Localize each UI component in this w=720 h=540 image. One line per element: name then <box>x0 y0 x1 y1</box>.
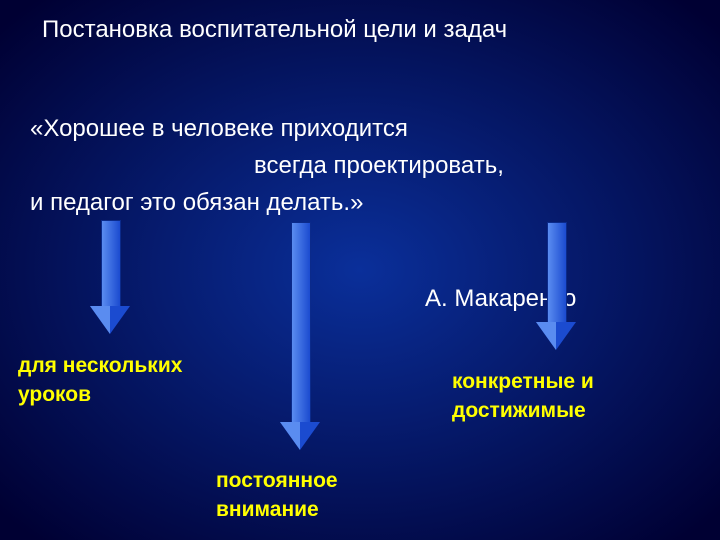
down-arrow-0 <box>90 220 130 334</box>
arrow-shaft <box>291 222 311 423</box>
concept-label-2: конкретные и достижимые <box>452 367 594 425</box>
arrow-shaft <box>547 222 567 323</box>
arrow-head-highlight <box>90 306 110 334</box>
arrow-shaft <box>101 220 121 307</box>
quote-line-3: и педагог это обязан делать.» <box>30 189 363 217</box>
down-arrow-1 <box>280 222 320 450</box>
arrow-head-highlight <box>280 422 300 450</box>
concept-label-1: постоянное внимание <box>216 466 338 524</box>
down-arrow-2 <box>536 222 576 350</box>
arrow-head-highlight <box>536 322 556 350</box>
quote-line-1: «Хорошее в человеке приходится <box>30 115 408 143</box>
concept-label-0: для нескольких уроков <box>18 351 182 409</box>
quote-line-2: всегда проектировать, <box>254 152 504 180</box>
slide: Постановка воспитательной цели и задач «… <box>0 0 720 540</box>
slide-title: Постановка воспитательной цели и задач <box>42 16 507 44</box>
